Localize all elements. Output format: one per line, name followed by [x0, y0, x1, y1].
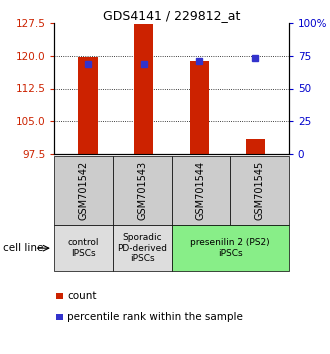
Text: GSM701545: GSM701545	[254, 161, 264, 220]
Text: percentile rank within the sample: percentile rank within the sample	[67, 312, 243, 322]
Bar	[246, 139, 265, 154]
Text: count: count	[67, 291, 97, 301]
Text: presenilin 2 (PS2)
iPSCs: presenilin 2 (PS2) iPSCs	[190, 239, 270, 258]
Text: GSM701543: GSM701543	[137, 161, 147, 220]
Text: GSM701542: GSM701542	[79, 161, 89, 220]
Bar	[78, 57, 98, 154]
Text: GSM701544: GSM701544	[196, 161, 206, 220]
Text: Sporadic
PD-derived
iPSCs: Sporadic PD-derived iPSCs	[117, 233, 167, 263]
Text: control
IPSCs: control IPSCs	[68, 239, 99, 258]
Text: cell line: cell line	[3, 243, 44, 253]
Title: GDS4141 / 229812_at: GDS4141 / 229812_at	[103, 9, 240, 22]
Bar	[190, 61, 209, 154]
Bar	[134, 24, 153, 154]
